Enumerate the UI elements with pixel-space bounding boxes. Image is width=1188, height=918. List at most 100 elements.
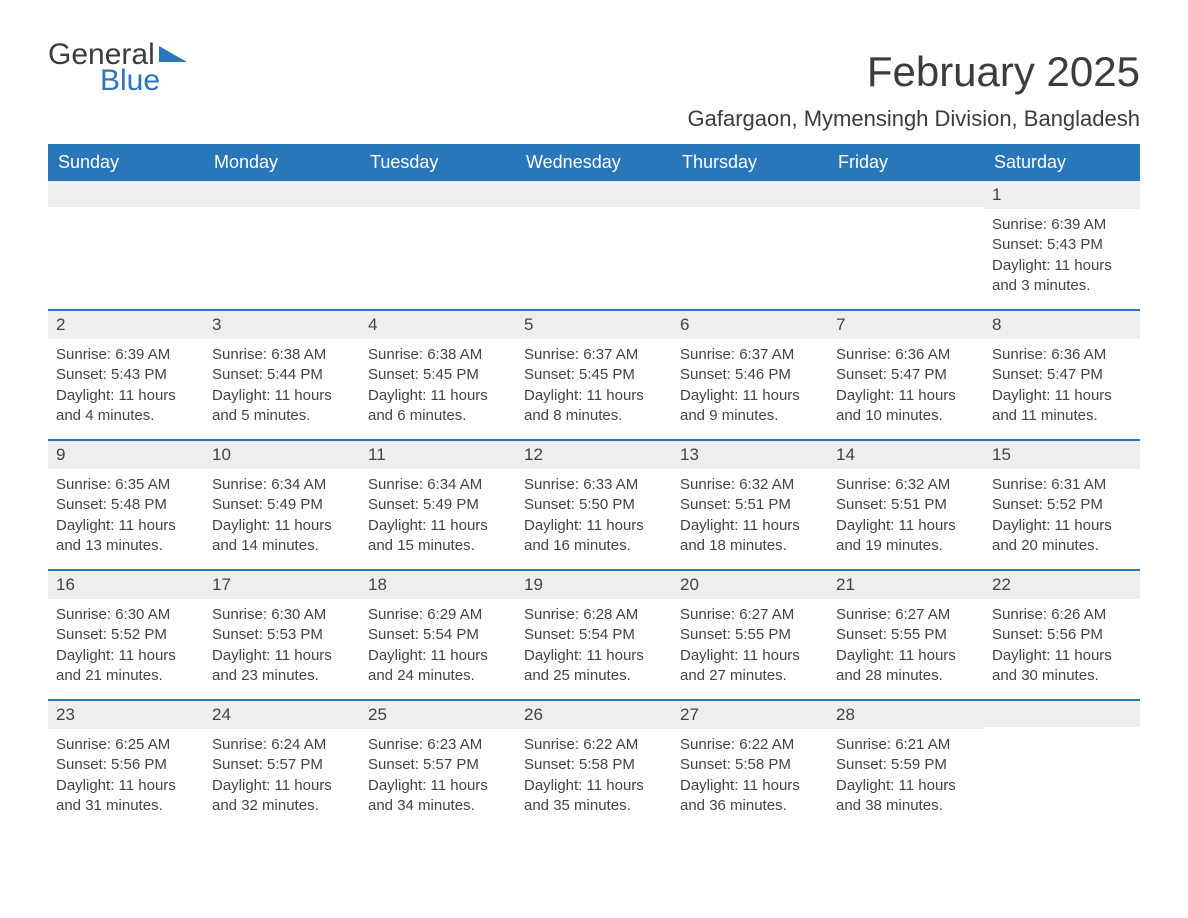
- sunrise-text: Sunrise: 6:36 AM: [992, 345, 1132, 365]
- sunset-text: Sunset: 5:50 PM: [524, 495, 664, 515]
- calendar-day: 25Sunrise: 6:23 AMSunset: 5:57 PMDayligh…: [360, 701, 516, 829]
- day-number: 18: [360, 571, 516, 599]
- sunrise-text: Sunrise: 6:33 AM: [524, 475, 664, 495]
- sunrise-text: Sunrise: 6:32 AM: [836, 475, 976, 495]
- weekday-header: Thursday: [672, 144, 828, 181]
- calendar-day: 24Sunrise: 6:24 AMSunset: 5:57 PMDayligh…: [204, 701, 360, 829]
- sunset-text: Sunset: 5:52 PM: [992, 495, 1132, 515]
- calendar-day: 7Sunrise: 6:36 AMSunset: 5:47 PMDaylight…: [828, 311, 984, 439]
- sunset-text: Sunset: 5:43 PM: [56, 365, 196, 385]
- sunset-text: Sunset: 5:51 PM: [680, 495, 820, 515]
- sunrise-text: Sunrise: 6:32 AM: [680, 475, 820, 495]
- sunrise-text: Sunrise: 6:35 AM: [56, 475, 196, 495]
- day-number: 26: [516, 701, 672, 729]
- daylight-text: Daylight: 11 hours and 9 minutes.: [680, 386, 820, 427]
- day-number: 5: [516, 311, 672, 339]
- daylight-text: Daylight: 11 hours and 11 minutes.: [992, 386, 1132, 427]
- calendar-day: 21Sunrise: 6:27 AMSunset: 5:55 PMDayligh…: [828, 571, 984, 699]
- sunrise-text: Sunrise: 6:27 AM: [680, 605, 820, 625]
- sunset-text: Sunset: 5:44 PM: [212, 365, 352, 385]
- day-details: Sunrise: 6:24 AMSunset: 5:57 PMDaylight:…: [204, 729, 360, 826]
- sunset-text: Sunset: 5:59 PM: [836, 755, 976, 775]
- calendar-week: 2Sunrise: 6:39 AMSunset: 5:43 PMDaylight…: [48, 309, 1140, 439]
- day-details: Sunrise: 6:32 AMSunset: 5:51 PMDaylight:…: [672, 469, 828, 566]
- daylight-text: Daylight: 11 hours and 4 minutes.: [56, 386, 196, 427]
- calendar-week: 1Sunrise: 6:39 AMSunset: 5:43 PMDaylight…: [48, 181, 1140, 309]
- sunset-text: Sunset: 5:47 PM: [836, 365, 976, 385]
- day-details: Sunrise: 6:39 AMSunset: 5:43 PMDaylight:…: [48, 339, 204, 436]
- day-number: 13: [672, 441, 828, 469]
- sunrise-text: Sunrise: 6:25 AM: [56, 735, 196, 755]
- day-details: Sunrise: 6:37 AMSunset: 5:46 PMDaylight:…: [672, 339, 828, 436]
- daylight-text: Daylight: 11 hours and 16 minutes.: [524, 516, 664, 557]
- day-number: 1: [984, 181, 1140, 209]
- calendar-day: 14Sunrise: 6:32 AMSunset: 5:51 PMDayligh…: [828, 441, 984, 569]
- sunset-text: Sunset: 5:48 PM: [56, 495, 196, 515]
- day-number: 11: [360, 441, 516, 469]
- calendar-day: 17Sunrise: 6:30 AMSunset: 5:53 PMDayligh…: [204, 571, 360, 699]
- daylight-text: Daylight: 11 hours and 21 minutes.: [56, 646, 196, 687]
- day-details: Sunrise: 6:38 AMSunset: 5:45 PMDaylight:…: [360, 339, 516, 436]
- weekday-header: Wednesday: [516, 144, 672, 181]
- day-number: 21: [828, 571, 984, 599]
- sunset-text: Sunset: 5:56 PM: [992, 625, 1132, 645]
- sunset-text: Sunset: 5:55 PM: [836, 625, 976, 645]
- daylight-text: Daylight: 11 hours and 27 minutes.: [680, 646, 820, 687]
- day-number: 24: [204, 701, 360, 729]
- sunset-text: Sunset: 5:53 PM: [212, 625, 352, 645]
- sunset-text: Sunset: 5:51 PM: [836, 495, 976, 515]
- calendar-day: 27Sunrise: 6:22 AMSunset: 5:58 PMDayligh…: [672, 701, 828, 829]
- calendar-day: [204, 181, 360, 309]
- day-number: 9: [48, 441, 204, 469]
- day-details: Sunrise: 6:39 AMSunset: 5:43 PMDaylight:…: [984, 209, 1140, 306]
- day-details: Sunrise: 6:30 AMSunset: 5:53 PMDaylight:…: [204, 599, 360, 696]
- day-details: Sunrise: 6:25 AMSunset: 5:56 PMDaylight:…: [48, 729, 204, 826]
- weekday-header-row: Sunday Monday Tuesday Wednesday Thursday…: [48, 144, 1140, 181]
- day-number: 28: [828, 701, 984, 729]
- sunset-text: Sunset: 5:43 PM: [992, 235, 1132, 255]
- sunrise-text: Sunrise: 6:29 AM: [368, 605, 508, 625]
- daylight-text: Daylight: 11 hours and 36 minutes.: [680, 776, 820, 817]
- sunrise-text: Sunrise: 6:37 AM: [524, 345, 664, 365]
- calendar-day: 13Sunrise: 6:32 AMSunset: 5:51 PMDayligh…: [672, 441, 828, 569]
- logo-triangle-icon: [159, 40, 187, 70]
- weekday-header: Friday: [828, 144, 984, 181]
- sunrise-text: Sunrise: 6:37 AM: [680, 345, 820, 365]
- day-number: 22: [984, 571, 1140, 599]
- daylight-text: Daylight: 11 hours and 20 minutes.: [992, 516, 1132, 557]
- day-details: Sunrise: 6:36 AMSunset: 5:47 PMDaylight:…: [984, 339, 1140, 436]
- day-details: Sunrise: 6:26 AMSunset: 5:56 PMDaylight:…: [984, 599, 1140, 696]
- day-details: Sunrise: 6:27 AMSunset: 5:55 PMDaylight:…: [828, 599, 984, 696]
- day-details: Sunrise: 6:36 AMSunset: 5:47 PMDaylight:…: [828, 339, 984, 436]
- calendar-day: 22Sunrise: 6:26 AMSunset: 5:56 PMDayligh…: [984, 571, 1140, 699]
- weekday-header: Saturday: [984, 144, 1140, 181]
- sunset-text: Sunset: 5:46 PM: [680, 365, 820, 385]
- day-number: 8: [984, 311, 1140, 339]
- day-number: [360, 181, 516, 207]
- daylight-text: Daylight: 11 hours and 8 minutes.: [524, 386, 664, 427]
- daylight-text: Daylight: 11 hours and 5 minutes.: [212, 386, 352, 427]
- sunset-text: Sunset: 5:45 PM: [524, 365, 664, 385]
- day-number: [672, 181, 828, 207]
- calendar-day: [828, 181, 984, 309]
- day-number: 4: [360, 311, 516, 339]
- sunrise-text: Sunrise: 6:23 AM: [368, 735, 508, 755]
- day-number: 27: [672, 701, 828, 729]
- day-number: [204, 181, 360, 207]
- daylight-text: Daylight: 11 hours and 28 minutes.: [836, 646, 976, 687]
- daylight-text: Daylight: 11 hours and 34 minutes.: [368, 776, 508, 817]
- daylight-text: Daylight: 11 hours and 18 minutes.: [680, 516, 820, 557]
- day-number: 16: [48, 571, 204, 599]
- calendar-day: 18 Sunrise: 6:29 AMSunset: 5:54 PMDayligh…: [360, 571, 516, 699]
- sunrise-text: Sunrise: 6:28 AM: [524, 605, 664, 625]
- calendar-day: 16Sunrise: 6:30 AMSunset: 5:52 PMDayligh…: [48, 571, 204, 699]
- calendar-day: 11Sunrise: 6:34 AMSunset: 5:49 PMDayligh…: [360, 441, 516, 569]
- day-number: 10: [204, 441, 360, 469]
- daylight-text: Daylight: 11 hours and 24 minutes.: [368, 646, 508, 687]
- calendar-day: [516, 181, 672, 309]
- daylight-text: Daylight: 11 hours and 3 minutes.: [992, 256, 1132, 297]
- daylight-text: Daylight: 11 hours and 13 minutes.: [56, 516, 196, 557]
- sunset-text: Sunset: 5:54 PM: [368, 625, 508, 645]
- calendar-day: 12Sunrise: 6:33 AMSunset: 5:50 PMDayligh…: [516, 441, 672, 569]
- day-number: [828, 181, 984, 207]
